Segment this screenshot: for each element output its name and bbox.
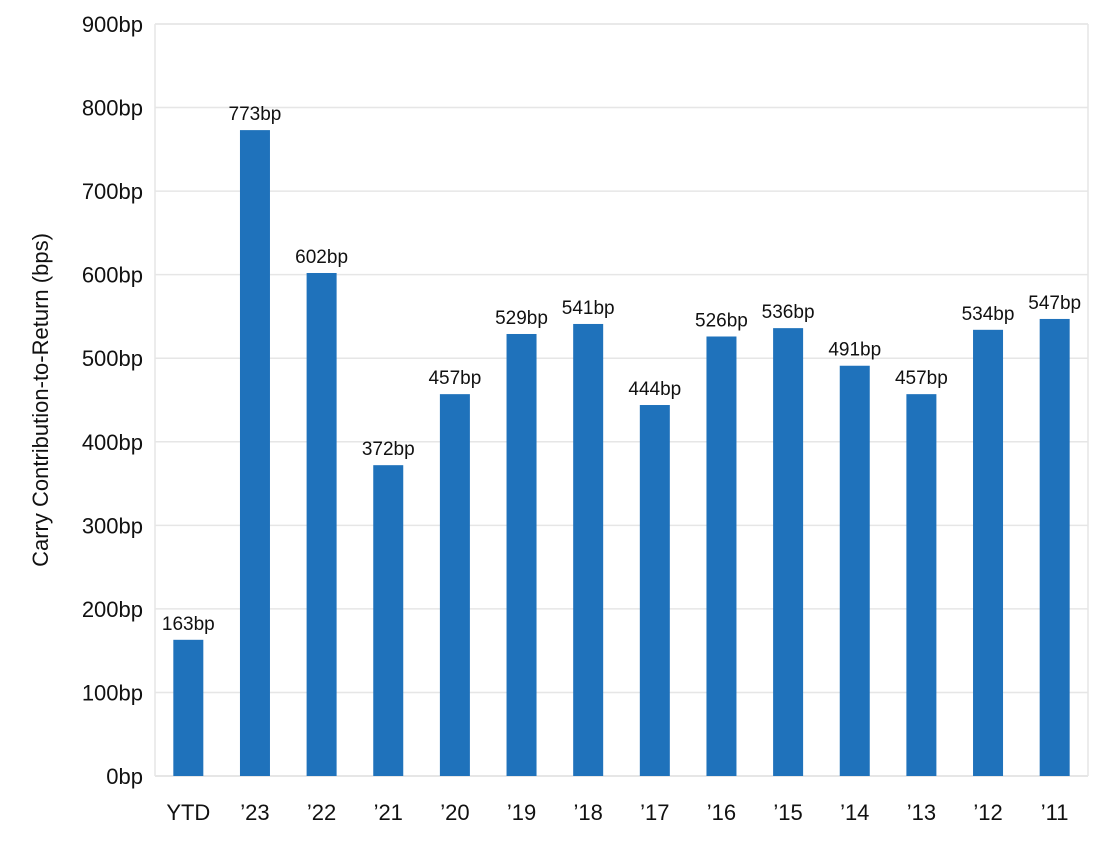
x-tick-label: ’11 xyxy=(1041,800,1069,825)
bar xyxy=(173,639,204,776)
y-tick-label: 800bp xyxy=(82,96,143,121)
data-label: 529bp xyxy=(495,308,548,329)
x-tick-label: ’22 xyxy=(307,800,336,825)
bar xyxy=(773,328,804,776)
y-tick-label: 200bp xyxy=(82,597,143,622)
x-tick-label: ’21 xyxy=(374,800,403,825)
data-label: 491bp xyxy=(828,340,881,361)
data-label: 534bp xyxy=(962,304,1015,325)
bar xyxy=(839,365,870,776)
data-label: 547bp xyxy=(1028,293,1081,314)
y-tick-label: 900bp xyxy=(82,12,143,37)
x-tick-label: ’23 xyxy=(240,800,269,825)
data-label: 163bp xyxy=(162,614,215,635)
x-tick-label: ’17 xyxy=(640,800,669,825)
bar xyxy=(706,336,737,776)
x-tick-label: ’20 xyxy=(440,800,469,825)
x-tick-label: ’13 xyxy=(907,800,936,825)
x-tick-label: ’16 xyxy=(707,800,736,825)
x-tick-label: ’18 xyxy=(573,800,602,825)
bar xyxy=(239,130,270,777)
x-tick-label: ’14 xyxy=(840,800,869,825)
y-tick-label: 700bp xyxy=(82,179,143,204)
data-label: 457bp xyxy=(428,368,481,389)
bar xyxy=(906,394,937,776)
y-tick-label: 0bp xyxy=(106,764,143,789)
data-label: 602bp xyxy=(295,247,348,268)
y-axis-title: Carry Contribution-to-Return (bps) xyxy=(28,233,53,567)
y-tick-label: 300bp xyxy=(82,513,143,538)
bar xyxy=(439,394,470,776)
plot-background xyxy=(155,24,1088,776)
data-label: 541bp xyxy=(562,298,615,319)
data-labels: 163bp 773bp 602bp 372bp 457bp 529bp 541bp 444bp… xyxy=(162,104,1081,635)
y-axis-tick-labels: 0bp 100bp 200bp 300bp 400bp 500bp 600bp 700bp 80… xyxy=(82,12,143,789)
bar xyxy=(506,333,537,776)
x-axis-tick-labels: YTD ’23 ’22 ’21 ’20 ’19 ’18 ’17 ’16 ’15 ’14 ’13 ’12 ’… xyxy=(166,800,1068,825)
data-label: 457bp xyxy=(895,368,948,389)
bar xyxy=(639,405,670,776)
y-tick-label: 500bp xyxy=(82,346,143,371)
bar xyxy=(1039,318,1070,776)
y-tick-label: 600bp xyxy=(82,263,143,288)
bars xyxy=(173,130,1070,777)
bar xyxy=(573,323,604,776)
y-tick-label: 400bp xyxy=(82,430,143,455)
data-label: 444bp xyxy=(628,379,681,400)
bar xyxy=(306,272,337,776)
bar xyxy=(973,329,1004,776)
data-label: 526bp xyxy=(695,310,748,331)
y-tick-label: 100bp xyxy=(82,680,143,705)
bar xyxy=(373,465,404,776)
data-label: 372bp xyxy=(362,439,415,460)
x-tick-label: ’15 xyxy=(773,800,802,825)
x-tick-label: ’19 xyxy=(507,800,536,825)
x-tick-label: YTD xyxy=(166,800,210,825)
x-tick-label: ’12 xyxy=(973,800,1002,825)
data-label: 536bp xyxy=(762,302,815,323)
data-label: 773bp xyxy=(229,104,282,125)
